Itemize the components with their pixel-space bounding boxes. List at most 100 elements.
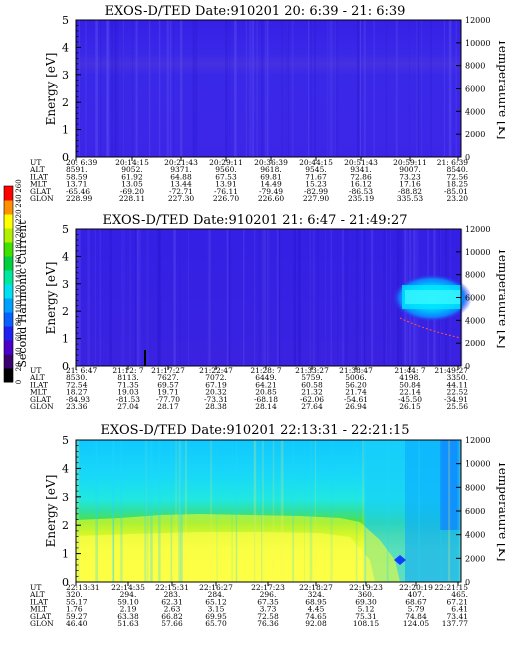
colorbar-tick-label: 0: [15, 380, 23, 384]
panel-1: EXOS-D/TED Date:910201 20: 6:39 - 21: 6:…: [29, 4, 505, 203]
orbit-row-label: ALT: [29, 373, 45, 382]
y-tick-label: 0: [62, 576, 69, 589]
heatmap-streak: [262, 229, 266, 366]
heatmap-streak: [169, 20, 172, 157]
heatmap-streak: [356, 229, 358, 366]
orbit-cell: 60.58: [301, 380, 323, 389]
heatmap-streak: [266, 20, 269, 157]
heatmap-streak: [97, 440, 98, 582]
heatmap-streak: [264, 20, 267, 157]
orbit-cell: 3350.: [447, 373, 468, 382]
orbit-cell: 3.15: [208, 605, 225, 614]
y-right-tick-label: 2000: [465, 339, 485, 348]
orbit-cell: 8591.: [66, 165, 87, 174]
orbit-cell: 22:19:23: [349, 583, 383, 592]
orbit-cell: 44.11: [447, 380, 468, 389]
orbit-cell: 69.81: [260, 172, 281, 181]
orbit-cell: 320.: [66, 590, 83, 599]
orbit-cell: 13.44: [170, 180, 192, 189]
heatmap-streak: [421, 20, 423, 157]
heatmap-streak: [229, 229, 231, 366]
heatmap-streak: [261, 229, 265, 366]
heatmap-streak: [443, 20, 446, 157]
heatmap-streak: [121, 440, 124, 582]
orbit-cell: 22:16:27: [199, 583, 233, 592]
y-right-tick-label: 8000: [465, 271, 485, 280]
heatmap-streak: [109, 229, 112, 366]
heatmap-streak: [146, 229, 149, 366]
orbit-cell: -68.18: [254, 395, 278, 404]
colorbar-tick-label: 100: [15, 300, 23, 313]
heatmap-streak: [363, 20, 366, 157]
orbit-cell: 63.38: [117, 612, 139, 621]
heatmap-streak: [195, 20, 198, 157]
colorbar-tick-label: 180: [15, 240, 23, 253]
orbit-cell: 65.70: [205, 619, 227, 628]
panel-3-title: EXOS-D/TED Date:910201 22:13:31 - 22:21:…: [100, 423, 409, 438]
colorbar: 0 20 40 60 80 100 120 140 160 180 200 220 240 260 Sec…: [3, 179, 29, 384]
orbit-cell: 69.30: [355, 597, 377, 606]
orbit-cell: -34.91: [444, 395, 468, 404]
heatmap-streak: [123, 229, 125, 366]
y-right-tick-label: 4000: [465, 316, 485, 325]
orbit-cell: 2.63: [164, 605, 181, 614]
heatmap-streak: [386, 229, 388, 366]
heatmap-streak: [129, 229, 131, 366]
heatmap-streak: [107, 20, 109, 157]
orbit-cell: -86.53: [349, 187, 373, 196]
heatmap-streak: [234, 20, 237, 157]
y-right-tick-label: 6000: [465, 85, 485, 94]
orbit-row-label: ALT: [29, 590, 45, 599]
orbit-cell: 124.05: [403, 619, 429, 628]
orbit-cell: 20:51:43: [344, 158, 378, 167]
orbit-cell: 66.82: [161, 612, 183, 621]
orbit-cell: 64.88: [170, 172, 192, 181]
orbit-cell: -65.46: [66, 187, 90, 196]
orbit-cell: -84.93: [66, 395, 90, 404]
heatmap-streak: [373, 20, 375, 157]
orbit-cell: 62.31: [161, 597, 182, 606]
panel-2-title: EXOS-D/TED Date:910201 21: 6:47 - 21:49:…: [103, 213, 408, 228]
orbit-cell: 228.99: [66, 194, 92, 203]
heatmap-streak: [286, 20, 288, 157]
heatmap-streak: [85, 20, 87, 157]
orbit-cell: -81.53: [116, 395, 140, 404]
heatmap-streak: [78, 440, 80, 582]
heatmap-streak: [364, 229, 366, 366]
orbit-cell: 22.52: [447, 388, 469, 397]
colorbar-tick-label: 140: [15, 270, 23, 283]
heatmap-streak: [210, 440, 213, 582]
heatmap-streak: [272, 440, 275, 582]
colorbar-cell: [4, 326, 13, 341]
heatmap-streak: [361, 229, 363, 366]
heatmap-streak: [225, 20, 228, 157]
y-tick-label: 3: [62, 278, 69, 291]
heatmap-streak: [309, 229, 311, 366]
orbit-cell: 74.84: [405, 612, 427, 621]
heatmap-streak: [409, 20, 410, 157]
colorbar-cell: [4, 256, 13, 271]
orbit-cell: 51.63: [117, 619, 139, 628]
orbit-cell: 17.16: [399, 180, 421, 189]
orbit-cell: 9371.: [170, 165, 191, 174]
panel-3-streaks: [76, 440, 462, 582]
orbit-cell: -85.01: [444, 187, 468, 196]
orbit-cell: 21:28: 7: [250, 366, 282, 375]
heatmap-streak: [261, 440, 263, 582]
orbit-cell: 67.19: [205, 380, 227, 389]
y-right-tick-label: 0: [465, 362, 470, 371]
heatmap-streak: [120, 440, 122, 582]
orbit-cell: 16.12: [350, 180, 372, 189]
orbit-cell: -72.71: [169, 187, 193, 196]
orbit-cell: 26.15: [399, 402, 421, 411]
heatmap-streak: [317, 229, 319, 366]
orbit-cell: 28.17: [157, 402, 179, 411]
heatmap-streak: [99, 20, 102, 157]
orbit-cell: 68.67: [405, 597, 427, 606]
orbit-cell: 69.95: [205, 612, 227, 621]
orbit-cell: 68.95: [305, 597, 327, 606]
orbit-cell: 21:12: 7: [112, 366, 144, 375]
heatmap-streak: [361, 440, 365, 582]
heatmap-streak: [95, 440, 98, 582]
